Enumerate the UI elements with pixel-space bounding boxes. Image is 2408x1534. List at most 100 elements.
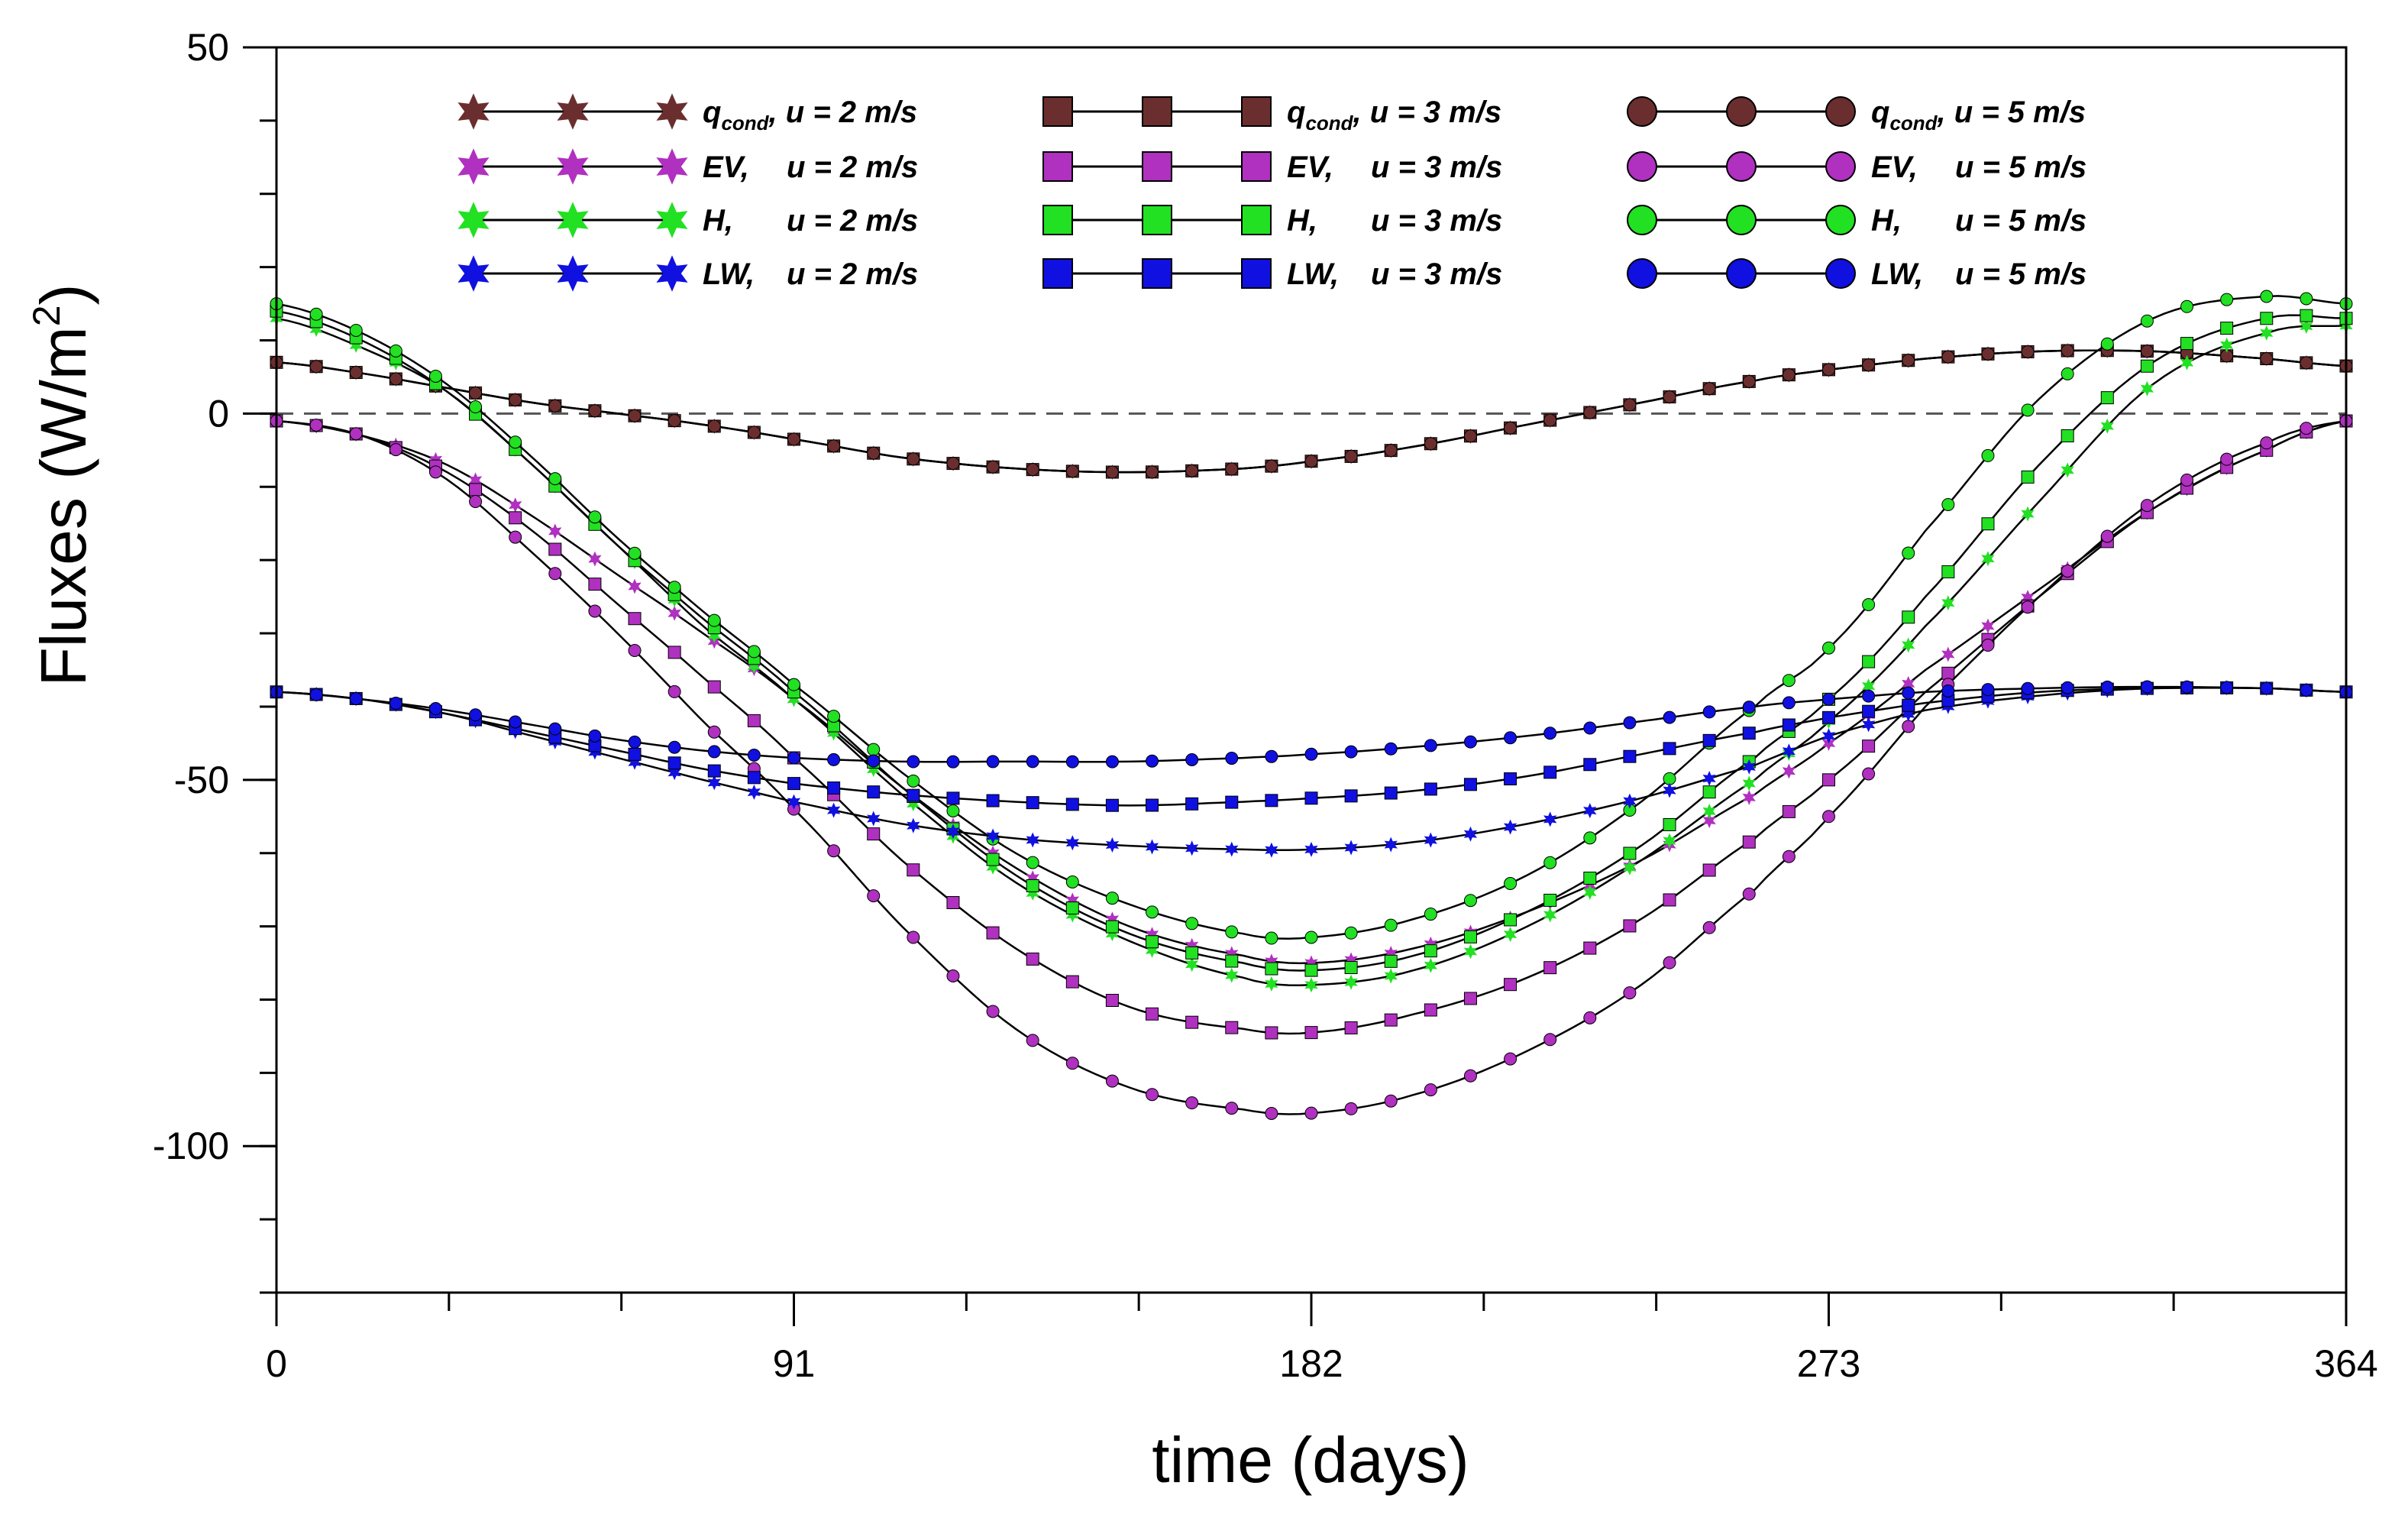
data-point-H_u5 — [628, 546, 642, 560]
data-point-LW_u3 — [667, 756, 681, 770]
data-point-H_u2 — [867, 762, 881, 778]
data-point-LW_u5 — [1265, 749, 1278, 763]
data-point-EV_u3 — [1384, 1013, 1398, 1027]
data-point-EV_u2 — [1185, 937, 1199, 953]
data-point-qcond_u5 — [1463, 429, 1477, 443]
legend-label-main: H, — [703, 204, 733, 238]
data-point-H_u2 — [986, 859, 1000, 875]
data-point-LW_u3 — [1862, 704, 1876, 718]
data-point-H_u3 — [986, 853, 1000, 866]
legend-marker — [457, 255, 490, 292]
legend-label: LW, u = 3 m/s — [1287, 257, 1502, 291]
data-point-H_u5 — [349, 323, 363, 337]
data-point-LW_u5 — [1026, 755, 1039, 769]
data-point-H_u5 — [667, 581, 681, 594]
data-point-H_u2 — [907, 796, 920, 812]
data-point-LW_u5 — [509, 715, 522, 729]
data-point-LW_u5 — [1862, 689, 1876, 703]
data-point-qcond_u5 — [1742, 374, 1756, 388]
data-point-LW_u5 — [827, 752, 841, 766]
data-point-EV_u5 — [1822, 810, 1835, 824]
data-point-H_u3 — [2260, 312, 2274, 325]
data-point-EV_u5 — [1782, 850, 1795, 863]
data-point-H_u3 — [1981, 517, 1995, 531]
data-point-EV_u5 — [389, 443, 402, 457]
data-point-LW_u2 — [1821, 728, 1836, 744]
data-point-H_u5 — [469, 400, 483, 414]
legend-marker — [656, 202, 688, 238]
data-point-EV_u2 — [1384, 946, 1398, 962]
data-point-H_u2 — [1185, 956, 1199, 973]
legend-marker — [1142, 96, 1172, 127]
data-point-H_u5 — [2220, 293, 2234, 306]
data-point-EV_u5 — [867, 889, 881, 903]
data-point-H_u5 — [827, 710, 841, 723]
legend-entry-EV_u5: EV, u = 5 m/s — [1627, 150, 2086, 184]
legend-label: EV, u = 5 m/s — [1871, 150, 2086, 184]
legend-label-main: H, — [1287, 204, 1317, 238]
legend-label-main: q — [703, 95, 721, 129]
legend-label-main: EV, — [1871, 150, 1918, 184]
data-point-EV_u5 — [2220, 452, 2234, 466]
data-point-H_u2 — [2140, 380, 2154, 396]
data-point-EV_u3 — [1424, 1003, 1437, 1017]
legend-marker — [1241, 151, 1272, 182]
data-point-EV_u3 — [946, 896, 960, 910]
data-point-EV_u3 — [1146, 1007, 1159, 1021]
data-point-H_u3 — [1384, 954, 1398, 968]
legend-entry-LW_u3: LW, u = 3 m/s — [1042, 257, 1502, 291]
legend-entry-H_u5: H, u = 5 m/s — [1627, 204, 2086, 238]
data-point-H_u5 — [867, 743, 881, 756]
data-point-qcond_u5 — [2021, 345, 2035, 358]
legend-label: H, u = 5 m/s — [1871, 204, 2086, 238]
data-point-H_u2 — [349, 337, 363, 353]
data-point-H_u2 — [1543, 907, 1557, 923]
data-point-EV_u3 — [1304, 1026, 1318, 1040]
data-point-H_u5 — [1583, 831, 1597, 845]
data-point-LW_u2 — [1702, 771, 1716, 786]
y-axis-title-close: ) — [27, 283, 99, 305]
data-point-LW_u3 — [867, 785, 881, 799]
data-point-EV_u2 — [1145, 927, 1159, 943]
data-point-H_u3 — [2140, 359, 2154, 373]
data-point-qcond_u5 — [1504, 421, 1518, 435]
data-point-LW_u2 — [1543, 811, 1557, 827]
legend-label-rest: u = 3 m/s — [1371, 150, 1502, 184]
data-point-EV_u3 — [1583, 941, 1597, 955]
data-point-LW_u3 — [1623, 749, 1637, 763]
legend-label-main: q — [1871, 95, 1889, 129]
data-point-LW_u2 — [827, 802, 841, 818]
data-point-EV_u5 — [2140, 499, 2154, 513]
data-point-LW_u5 — [2300, 683, 2313, 697]
data-point-LW_u5 — [1225, 752, 1239, 765]
data-point-qcond_u5 — [469, 386, 483, 400]
data-point-EV_u5 — [827, 844, 841, 858]
legend-entry-EV_u3: EV, u = 3 m/s — [1042, 150, 1502, 184]
data-point-EV_u2 — [1902, 675, 1915, 691]
data-point-LW_u5 — [1663, 710, 1676, 724]
data-point-LW_u3 — [1902, 698, 1915, 712]
data-point-LW_u3 — [1583, 758, 1597, 772]
data-point-LW_u2 — [1782, 743, 1795, 759]
data-point-EV_u3 — [986, 926, 1000, 940]
data-point-EV_u5 — [309, 418, 323, 432]
data-point-qcond_u5 — [827, 439, 841, 453]
data-point-LW_u3 — [986, 794, 1000, 807]
data-point-H_u5 — [1146, 905, 1159, 919]
data-point-LW_u5 — [707, 745, 721, 759]
data-point-H_u5 — [1265, 931, 1278, 945]
data-point-H_u5 — [1065, 875, 1079, 888]
data-point-LW_u3 — [628, 747, 642, 761]
data-point-EV_u2 — [2021, 590, 2035, 606]
data-point-EV_u5 — [1146, 1088, 1159, 1102]
data-point-LW_u5 — [2061, 681, 2074, 694]
data-point-H_u2 — [1145, 942, 1159, 958]
data-point-H_u5 — [1902, 546, 1915, 560]
data-point-LW_u2 — [1265, 842, 1278, 858]
data-point-H_u3 — [2021, 470, 2035, 484]
data-point-EV_u3 — [1225, 1021, 1239, 1034]
data-point-LW_u3 — [1384, 786, 1398, 800]
data-point-LW_u3 — [1146, 798, 1159, 812]
data-point-LW_u5 — [986, 755, 1000, 769]
data-point-EV_u3 — [907, 863, 920, 877]
